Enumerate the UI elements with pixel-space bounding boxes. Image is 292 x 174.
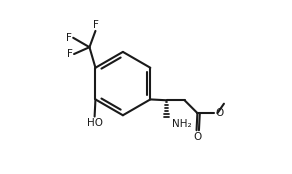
Text: F: F — [66, 33, 72, 43]
Text: HO: HO — [87, 118, 102, 128]
Text: F: F — [67, 49, 73, 59]
Text: NH₂: NH₂ — [172, 119, 191, 129]
Text: O: O — [215, 108, 223, 118]
Text: O: O — [194, 132, 202, 142]
Text: F: F — [93, 19, 98, 30]
